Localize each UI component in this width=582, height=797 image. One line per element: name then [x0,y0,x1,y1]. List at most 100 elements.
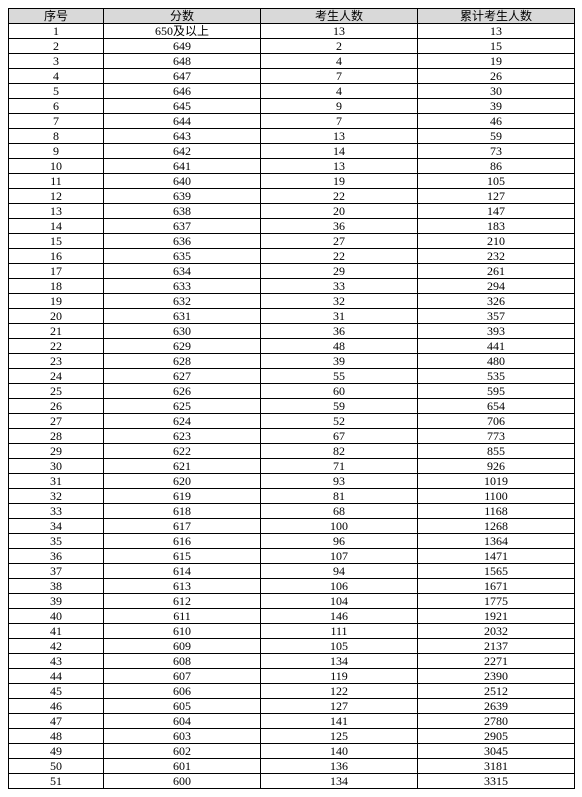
cell-count: 67 [261,429,418,444]
cell-score: 601 [104,759,261,774]
cell-count: 141 [261,714,418,729]
table-row: 426091052137 [9,639,575,654]
cell-count: 122 [261,684,418,699]
cell-count: 140 [261,744,418,759]
cell-score: 615 [104,549,261,564]
cell-cumulative: 1364 [418,534,575,549]
cell-count: 55 [261,369,418,384]
table-row: 2962282855 [9,444,575,459]
cell-score: 623 [104,429,261,444]
cell-seq: 27 [9,414,104,429]
cell-cumulative: 393 [418,324,575,339]
cell-seq: 11 [9,174,104,189]
cell-cumulative: 261 [418,264,575,279]
cell-count: 33 [261,279,418,294]
cell-cumulative: 26 [418,69,575,84]
cell-count: 71 [261,459,418,474]
cell-cumulative: 210 [418,234,575,249]
header-row: 序号 分数 考生人数 累计考生人数 [9,9,575,24]
cell-score: 625 [104,399,261,414]
cell-score: 631 [104,309,261,324]
cell-count: 104 [261,594,418,609]
table-row: 3648419 [9,54,575,69]
cell-count: 31 [261,309,418,324]
cell-count: 36 [261,219,418,234]
table-row: 486031252905 [9,729,575,744]
table-row: 7644746 [9,114,575,129]
cell-cumulative: 1268 [418,519,575,534]
table-row: 37614941565 [9,564,575,579]
table-row: 2562660595 [9,384,575,399]
cell-cumulative: 59 [418,129,575,144]
cell-seq: 9 [9,144,104,159]
cell-seq: 13 [9,204,104,219]
cell-count: 107 [261,549,418,564]
cell-count: 48 [261,339,418,354]
cell-score: 638 [104,204,261,219]
cell-count: 9 [261,99,418,114]
cell-cumulative: 595 [418,384,575,399]
cell-count: 32 [261,294,418,309]
cell-count: 4 [261,84,418,99]
cell-seq: 21 [9,324,104,339]
table-header: 序号 分数 考生人数 累计考生人数 [9,9,575,24]
cell-score: 649 [104,39,261,54]
cell-seq: 44 [9,669,104,684]
cell-count: 96 [261,534,418,549]
table-row: 1863333294 [9,279,575,294]
cell-seq: 29 [9,444,104,459]
cell-seq: 4 [9,69,104,84]
table-row: 496021403045 [9,744,575,759]
cell-seq: 7 [9,114,104,129]
cell-seq: 38 [9,579,104,594]
table-row: 1650及以上1313 [9,24,575,39]
cell-count: 36 [261,324,418,339]
table-row: 1263922127 [9,189,575,204]
cell-cumulative: 1168 [418,504,575,519]
cell-cumulative: 1471 [418,549,575,564]
table-row: 506011363181 [9,759,575,774]
table-row: 1763429261 [9,264,575,279]
cell-cumulative: 1921 [418,609,575,624]
cell-score: 609 [104,639,261,654]
cell-seq: 51 [9,774,104,789]
cell-score: 628 [104,354,261,369]
cell-seq: 30 [9,459,104,474]
table-row: 106411386 [9,159,575,174]
cell-count: 82 [261,444,418,459]
cell-score: 602 [104,744,261,759]
cell-seq: 1 [9,24,104,39]
table-row: 96421473 [9,144,575,159]
cell-cumulative: 1565 [418,564,575,579]
cell-seq: 41 [9,624,104,639]
cell-count: 119 [261,669,418,684]
cell-seq: 20 [9,309,104,324]
cell-cumulative: 480 [418,354,575,369]
cell-cumulative: 855 [418,444,575,459]
cell-count: 68 [261,504,418,519]
cell-count: 111 [261,624,418,639]
cell-score: 635 [104,249,261,264]
cell-seq: 18 [9,279,104,294]
table-row: 466051272639 [9,699,575,714]
table-row: 1963232326 [9,294,575,309]
cell-cumulative: 46 [418,114,575,129]
cell-count: 7 [261,114,418,129]
cell-score: 600 [104,774,261,789]
cell-score: 612 [104,594,261,609]
cell-cumulative: 441 [418,339,575,354]
cell-count: 106 [261,579,418,594]
table-row: 86431359 [9,129,575,144]
cell-score: 613 [104,579,261,594]
cell-cumulative: 86 [418,159,575,174]
cell-seq: 19 [9,294,104,309]
score-distribution-table: 序号 分数 考生人数 累计考生人数 1650及以上131326492153648… [8,8,575,789]
cell-count: 136 [261,759,418,774]
table-row: 436081342271 [9,654,575,669]
cell-cumulative: 183 [418,219,575,234]
cell-score: 617 [104,519,261,534]
cell-score: 645 [104,99,261,114]
cell-score: 644 [104,114,261,129]
cell-score: 607 [104,669,261,684]
table-row: 2163036393 [9,324,575,339]
